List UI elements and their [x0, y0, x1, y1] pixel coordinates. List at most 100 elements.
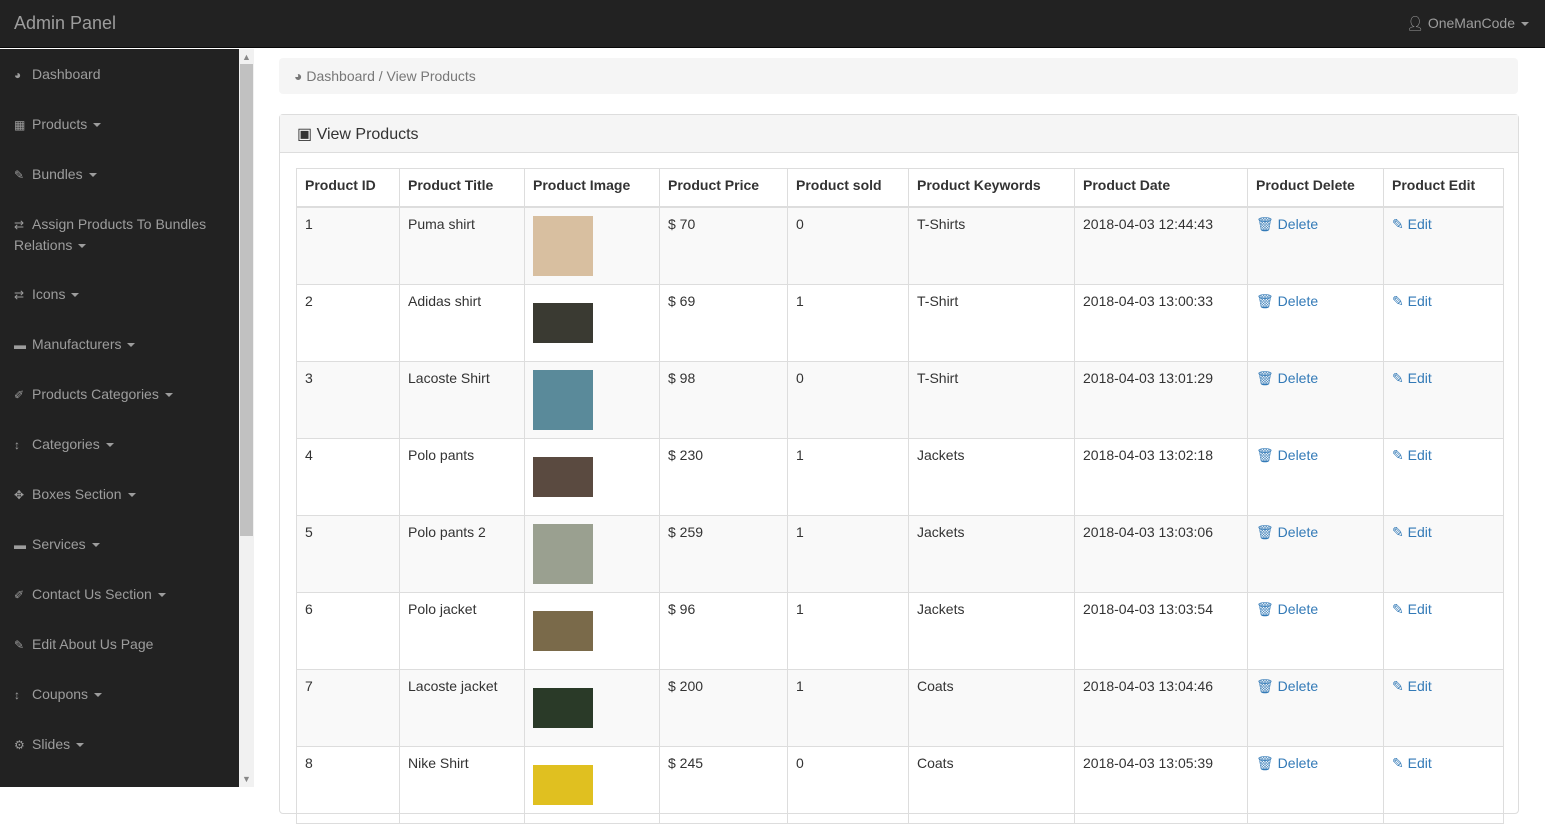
- product-keywords: T-Shirts: [908, 206, 1075, 285]
- product-price: $ 245: [659, 745, 788, 824]
- pencil-icon: ✎: [1392, 754, 1408, 771]
- product-title: Lacoste Shirt: [399, 360, 525, 439]
- product-sold: 1: [787, 283, 909, 362]
- delete-link[interactable]: 🗑︎ Delete: [1256, 755, 1318, 771]
- caret-down-icon: [76, 743, 85, 748]
- product-image: [533, 687, 593, 728]
- edit-label: Edit: [1407, 292, 1432, 309]
- caret-down-icon: [93, 123, 102, 128]
- product-image-cell: [524, 591, 660, 670]
- product-id: 3: [296, 360, 400, 439]
- product-title: Polo pants 2: [399, 514, 525, 593]
- edit-label: Edit: [1407, 677, 1432, 694]
- caret-down-icon: [1521, 22, 1529, 27]
- view-products-panel: ▣ View Products Product ID Product Title P…: [279, 114, 1519, 824]
- edit-link[interactable]: ✎ Edit: [1392, 370, 1432, 386]
- product-image-cell: [524, 745, 660, 824]
- delete-link[interactable]: 🗑︎ Delete: [1256, 370, 1318, 386]
- product-id: 2: [296, 283, 400, 362]
- product-image-cell: [524, 668, 660, 747]
- table-row: 8 Nike Shirt $ 245 0 Coats 2018-04-03 13…: [296, 745, 1504, 824]
- edit-link[interactable]: ✎ Edit: [1392, 293, 1432, 309]
- edit-link[interactable]: ✎ Edit: [1392, 755, 1432, 771]
- delete-link[interactable]: 🗑︎ Delete: [1256, 447, 1318, 463]
- scroll-up-arrow[interactable]: ▲: [242, 52, 251, 62]
- product-image-cell: [524, 283, 660, 362]
- pencil-icon: ✎: [1392, 446, 1408, 463]
- sidebar-item-bundles[interactable]: ✎ Bundles: [14, 164, 229, 185]
- product-image: [533, 456, 593, 497]
- caret-down-icon: [94, 693, 103, 698]
- product-keywords: Coats: [908, 668, 1075, 747]
- pencil-icon: ✎: [1392, 600, 1408, 617]
- arrows-icon: ✥: [14, 488, 25, 502]
- panel-heading: ▣ View Products: [280, 115, 1518, 153]
- column-header: Product Price: [659, 168, 788, 208]
- edit-link[interactable]: ✎ Edit: [1392, 601, 1432, 617]
- caret-down-icon: [127, 493, 136, 498]
- trash-icon: 🗑︎: [1256, 600, 1278, 617]
- edit-cell: ✎ Edit: [1383, 283, 1504, 362]
- edit-cell: ✎ Edit: [1383, 745, 1504, 824]
- delete-link[interactable]: 🗑︎ Delete: [1256, 524, 1318, 540]
- sidebar: ◕ Dashboard ▦ Products ✎ Bundles ⇄ Assign Produ…: [0, 49, 239, 787]
- sidebar-item-products-categories[interactable]: ✐ Products Categories: [14, 384, 229, 405]
- gear-icon: ⚙: [14, 738, 25, 752]
- sidebar-item-categories[interactable]: ↕ Categories: [14, 434, 229, 455]
- sidebar-item-assign-products-to-bundles-relations[interactable]: ⇄ Assign Products To Bundles Relations: [14, 214, 229, 255]
- product-sold: 1: [787, 514, 909, 593]
- edit-label: Edit: [1407, 369, 1432, 386]
- delete-label: Delete: [1277, 369, 1319, 386]
- product-date: 2018-04-03 13:00:33: [1074, 283, 1248, 362]
- sidebar-item-edit-about-us-page[interactable]: ✎ Edit About Us Page: [14, 634, 229, 655]
- product-keywords: Coats: [908, 745, 1075, 824]
- delete-link[interactable]: 🗑︎ Delete: [1256, 216, 1318, 232]
- dashboard-icon: ◕: [294, 68, 307, 84]
- scroll-down-arrow[interactable]: ▼: [242, 774, 251, 784]
- edit-link[interactable]: ✎ Edit: [1392, 216, 1432, 232]
- product-title: Polo pants: [399, 437, 525, 516]
- sidebar-item-label: Coupons: [32, 686, 89, 702]
- caret-down-icon: [164, 393, 173, 398]
- product-id: 4: [296, 437, 400, 516]
- sidebar-item-boxes-section[interactable]: ✥ Boxes Section: [14, 484, 229, 505]
- sidebar-item-slides[interactable]: ⚙ Slides: [14, 734, 229, 755]
- caret-down-icon: [157, 593, 166, 598]
- delete-label: Delete: [1277, 215, 1319, 232]
- breadcrumb-dashboard[interactable]: Dashboard: [306, 68, 375, 84]
- product-keywords: Jackets: [908, 514, 1075, 593]
- column-header: Product Keywords: [908, 168, 1075, 208]
- delete-link[interactable]: 🗑︎ Delete: [1256, 293, 1318, 309]
- edit-link[interactable]: ✎ Edit: [1392, 447, 1432, 463]
- table-row: 4 Polo pants $ 230 1 Jackets 2018-04-03 …: [296, 437, 1504, 516]
- sidebar-item-coupons[interactable]: ↕ Coupons: [14, 684, 229, 705]
- briefcase-icon: ▬: [14, 338, 26, 352]
- product-image-cell: [524, 514, 660, 593]
- sidebar-item-label: Products Categories: [32, 386, 159, 402]
- sidebar-item-icons[interactable]: ⇄ Icons: [14, 284, 229, 305]
- scrollbar-thumb[interactable]: [240, 64, 253, 536]
- edit-link[interactable]: ✎ Edit: [1392, 524, 1432, 540]
- sidebar-item-products[interactable]: ▦ Products: [14, 114, 229, 135]
- sidebar-item-dashboard[interactable]: ◕ Dashboard: [14, 64, 229, 85]
- product-sold: 0: [787, 206, 909, 285]
- breadcrumb-current: View Products: [386, 68, 476, 84]
- caret-down-icon: [88, 173, 97, 178]
- edit-link[interactable]: ✎ Edit: [1392, 678, 1432, 694]
- user-menu[interactable]: 👤︎ OneManCode: [1406, 15, 1529, 32]
- delete-link[interactable]: 🗑︎ Delete: [1256, 678, 1318, 694]
- brand-link[interactable]: Admin Panel: [14, 13, 117, 33]
- delete-link[interactable]: 🗑︎ Delete: [1256, 601, 1318, 617]
- product-id: 8: [296, 745, 400, 824]
- sidebar-item-services[interactable]: ▬ Services: [14, 534, 229, 555]
- edit-cell: ✎ Edit: [1383, 514, 1504, 593]
- product-date: 2018-04-03 13:02:18: [1074, 437, 1248, 516]
- edit-cell: ✎ Edit: [1383, 437, 1504, 516]
- sidebar-item-manufacturers[interactable]: ▬ Manufacturers: [14, 334, 229, 355]
- product-image-cell: [524, 206, 660, 285]
- sidebar-item-contact-us-section[interactable]: ✐ Contact Us Section: [14, 584, 229, 605]
- arrows-v-icon: ↕: [14, 688, 20, 702]
- product-sold: 1: [787, 591, 909, 670]
- table-row: 6 Polo jacket $ 96 1 Jackets 2018-04-03 …: [296, 591, 1504, 670]
- product-date: 2018-04-03 13:05:39: [1074, 745, 1248, 824]
